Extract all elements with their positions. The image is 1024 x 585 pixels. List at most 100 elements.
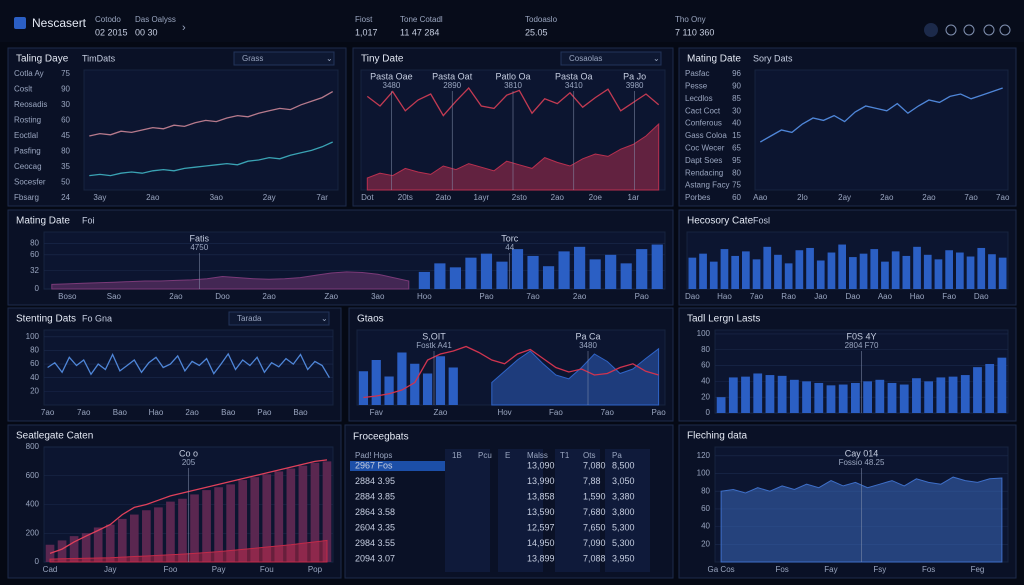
x-tick-label: Fos: [922, 565, 935, 574]
annotation-value: 3810: [504, 81, 522, 90]
sidebar-label: Pesse: [685, 82, 708, 91]
y-tick-label: 0: [706, 408, 711, 417]
sidebar-value: 80: [61, 147, 70, 156]
annotation-label: Fatis: [189, 233, 209, 243]
table-cell[interactable]: 2884 3.95: [355, 476, 395, 486]
bar: [741, 376, 750, 413]
bar: [286, 468, 296, 562]
selector[interactable]: [560, 51, 662, 66]
bar: [709, 261, 718, 289]
search-button[interactable]: [963, 24, 975, 36]
bar: [214, 487, 223, 562]
table-cell[interactable]: 2604 3.35: [355, 522, 395, 532]
table-cell: 3,380: [612, 491, 635, 501]
bar: [765, 375, 775, 413]
x-tick-label: Fav: [370, 408, 383, 417]
selector-label[interactable]: Grass: [242, 54, 263, 63]
table-cell: 1,590: [583, 491, 606, 501]
table-header: Pad! Hops: [355, 451, 392, 460]
table-cell[interactable]: 2884 3.85: [355, 491, 395, 501]
bar: [728, 377, 738, 413]
y-tick-label: 80: [701, 345, 710, 354]
table-cell[interactable]: 2967 Fos: [355, 460, 393, 470]
bar: [977, 247, 986, 289]
table-cell: 7,080: [583, 460, 606, 470]
x-tick-label: Aao: [753, 193, 768, 202]
bar: [605, 254, 617, 289]
y-tick-label: 0: [35, 284, 40, 293]
panel-subtitle: Sory Dats: [753, 53, 793, 63]
x-tick-label: 7ar: [316, 193, 328, 202]
bar: [651, 244, 663, 289]
bar: [574, 246, 586, 289]
play-button[interactable]: [924, 23, 938, 37]
annotation-value: 4750: [190, 243, 208, 252]
selector-arrow[interactable]: ⌄: [321, 314, 328, 323]
bar: [449, 267, 462, 289]
table-cell: 7,680: [583, 507, 606, 517]
table-cell[interactable]: 2864 3.58: [355, 507, 395, 517]
bar: [480, 253, 493, 289]
selector-arrow[interactable]: ⌄: [326, 54, 333, 63]
bar: [960, 375, 970, 413]
bar: [371, 360, 381, 405]
table-cell[interactable]: 2094 3.07: [355, 553, 395, 563]
annotation-value: 3480: [579, 341, 597, 350]
y-tick-label: 20: [701, 539, 710, 548]
selector-label[interactable]: Cosaolas: [569, 54, 602, 63]
line: [363, 345, 659, 399]
sidebar-value: 95: [732, 156, 741, 165]
bar: [511, 249, 524, 289]
chevron[interactable]: ›: [182, 22, 186, 34]
column-band: [498, 449, 543, 572]
selector-arrow[interactable]: ⌄: [653, 54, 660, 63]
refresh-button[interactable]: [983, 24, 995, 36]
x-tick-label: Pao: [635, 292, 650, 301]
sidebar-label: Cact Coct: [685, 106, 721, 115]
x-tick-label: Zao: [434, 408, 448, 417]
bar: [636, 249, 648, 289]
settings-button[interactable]: [999, 24, 1011, 36]
panel-title: Hecosory Cate: [687, 216, 754, 227]
sidebar-label: Dapt Soes: [685, 156, 722, 165]
bar: [948, 376, 958, 413]
annotation-value: Fossio 48.25: [839, 458, 885, 467]
bar: [777, 375, 787, 413]
table-cell: 7,090: [583, 538, 606, 548]
bar: [826, 385, 836, 413]
table-cell: 3,950: [612, 553, 635, 563]
header-stat-value: 00 30: [135, 27, 158, 37]
x-tick-label: Boso: [58, 292, 77, 301]
selector[interactable]: [233, 51, 335, 66]
y-tick-label: 100: [697, 329, 711, 338]
selector-label[interactable]: Tarada: [237, 314, 262, 323]
x-tick-label: 2ao: [573, 292, 587, 301]
x-tick-label: Sao: [107, 292, 122, 301]
bar: [418, 271, 430, 289]
table-cell: 12,597: [527, 522, 555, 532]
bar: [887, 382, 897, 413]
bar: [789, 379, 799, 413]
bar: [913, 246, 921, 289]
header-stat-label: Cotodo: [95, 15, 121, 24]
x-tick-label: 7ao: [526, 292, 540, 301]
x-tick-label: 2ato: [436, 193, 452, 202]
bar: [699, 253, 707, 289]
table-cell[interactable]: 2984 3.55: [355, 538, 395, 548]
sidebar-value: 75: [732, 181, 741, 190]
y-tick-label: 40: [30, 373, 39, 382]
x-tick-label: Cad: [43, 565, 58, 574]
bar: [795, 250, 804, 289]
x-tick-label: 2ao: [880, 193, 894, 202]
y-tick-label: 60: [701, 361, 710, 370]
table-cell: 5,300: [612, 538, 635, 548]
y-tick-label: 40: [701, 376, 710, 385]
line: [759, 87, 1003, 143]
table-cell: 3,800: [612, 507, 635, 517]
row-highlight[interactable]: [350, 461, 445, 471]
back-button[interactable]: [945, 24, 957, 36]
panel-title: Stenting Dats: [16, 314, 76, 325]
column-band: [605, 449, 650, 572]
bar: [190, 494, 199, 562]
selector[interactable]: [228, 311, 330, 326]
